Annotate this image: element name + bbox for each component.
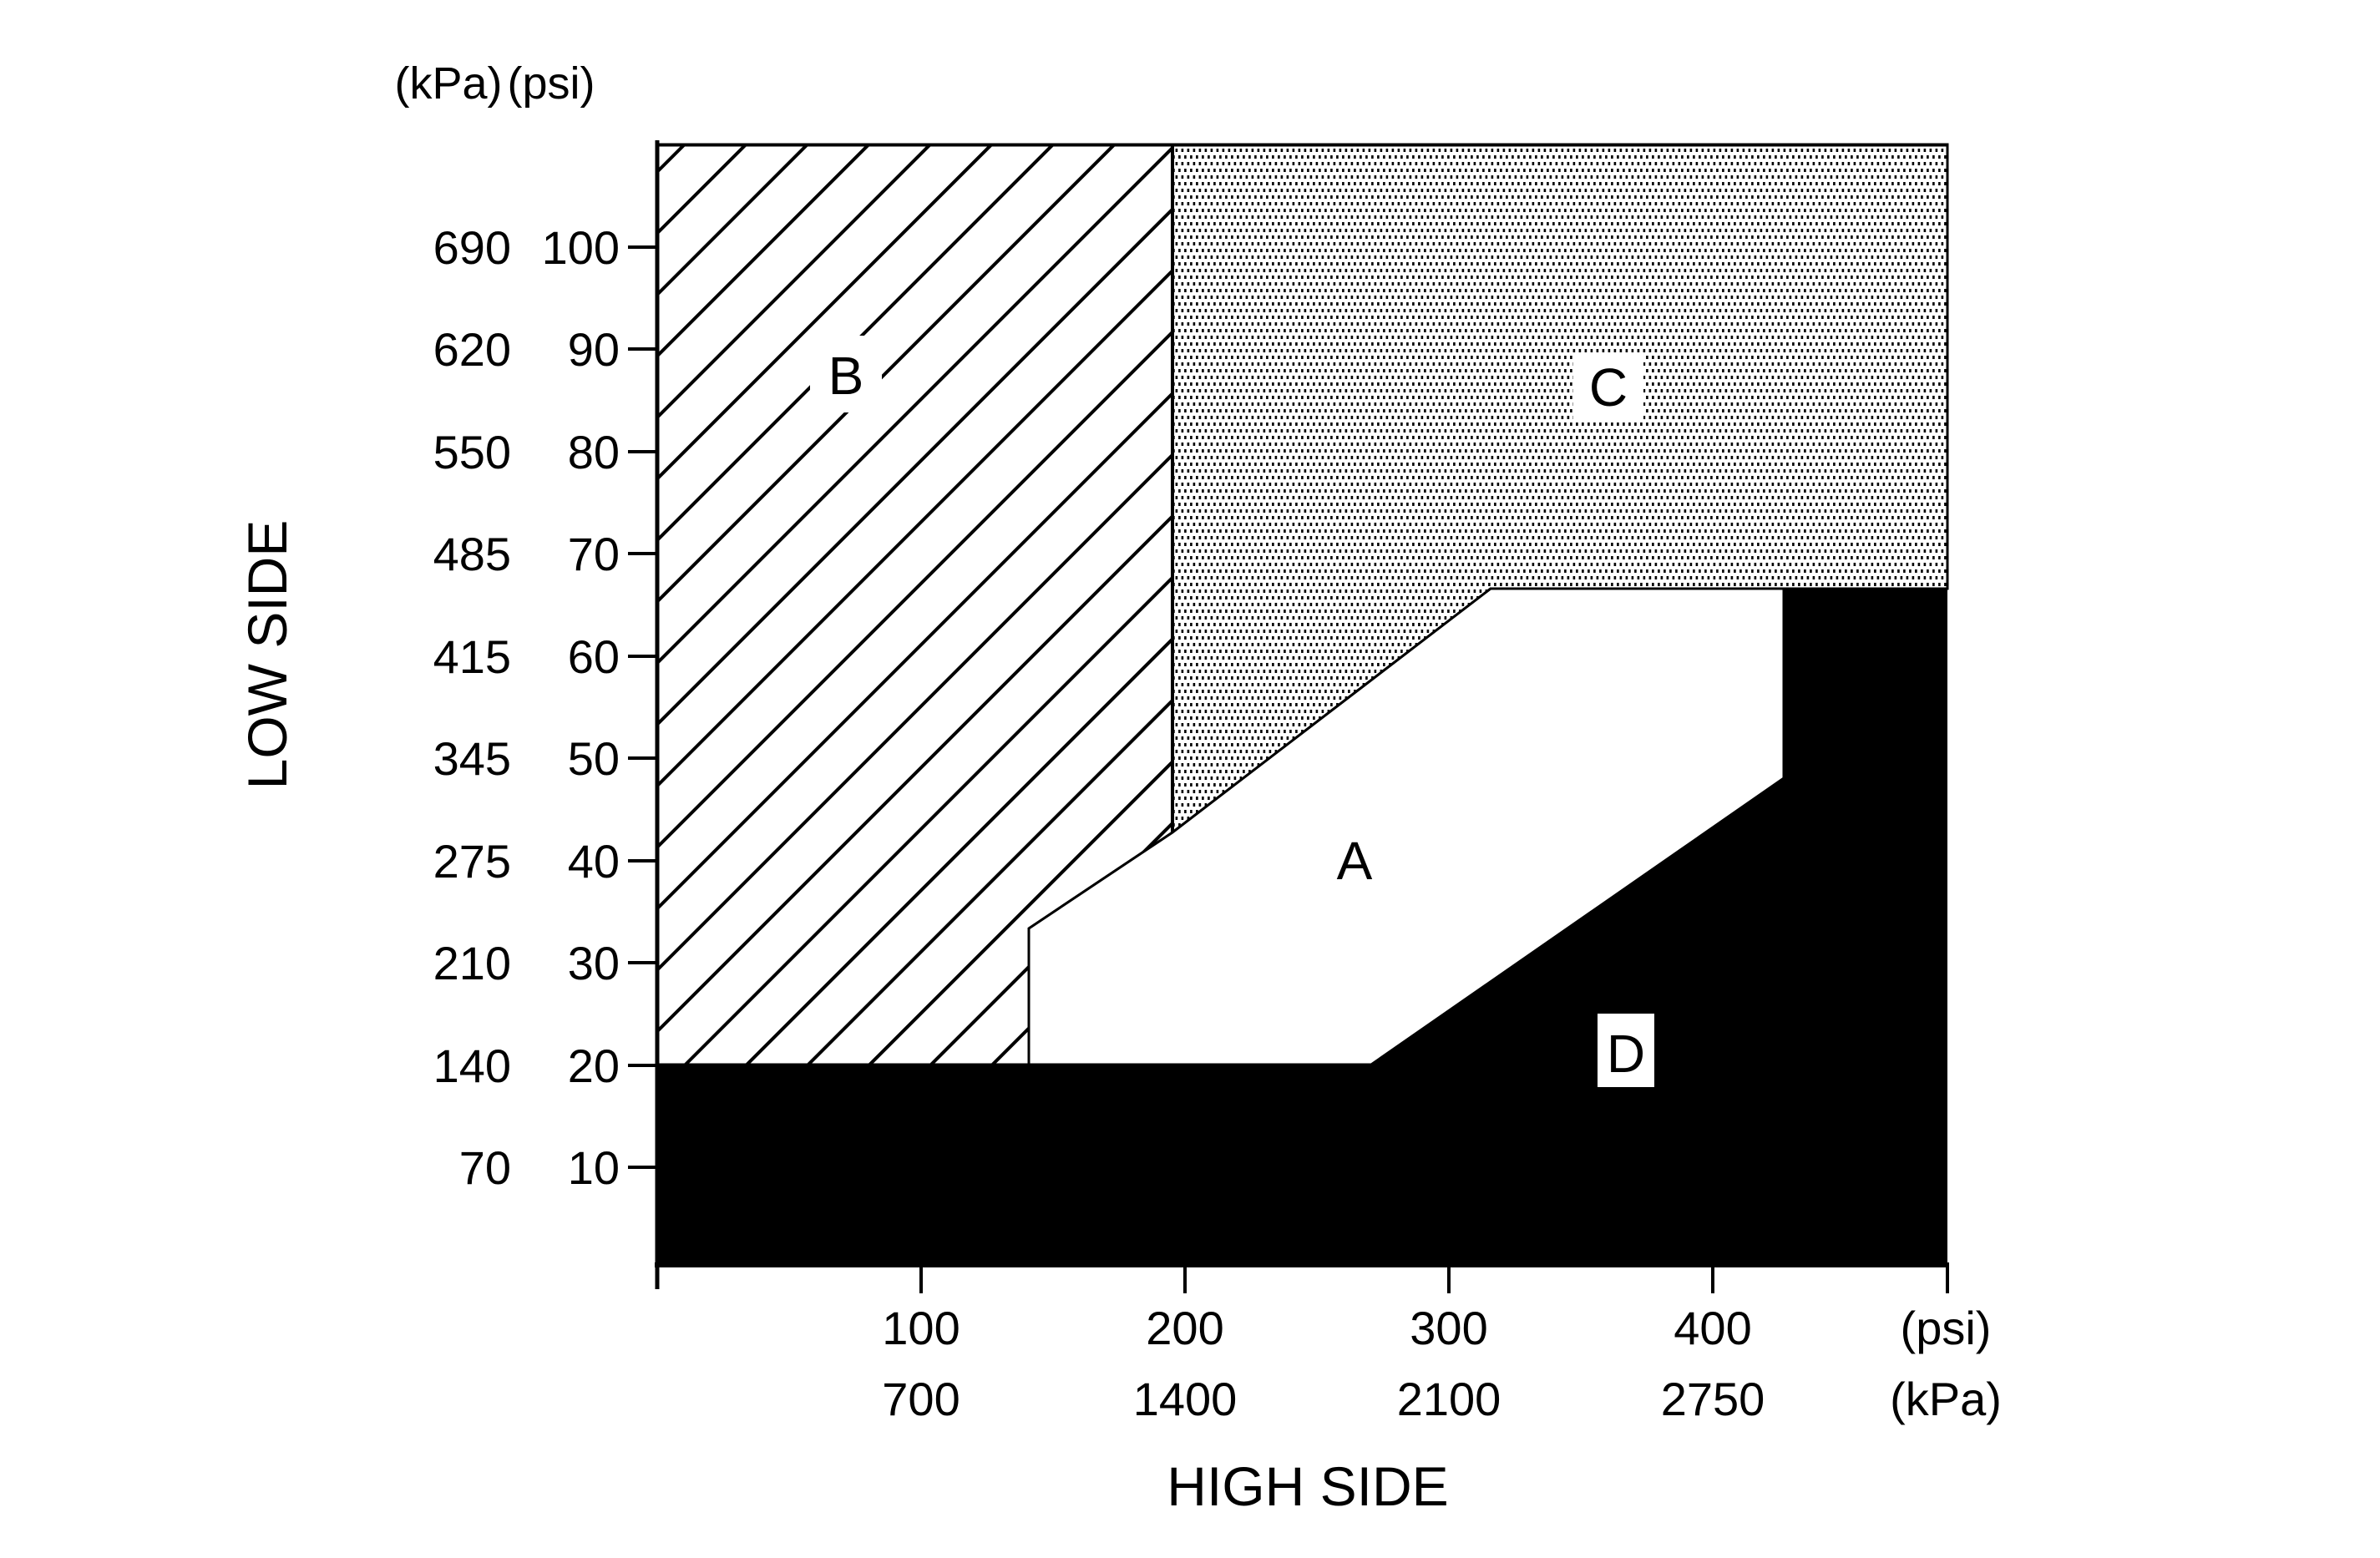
x-axis-psi-labels: 100 200 300 400 (psi) <box>882 1302 1991 1354</box>
region-b-label-box <box>810 336 882 412</box>
x-axis-kpa-unit: (kPa) <box>1890 1373 2002 1425</box>
x-tick-psi: 100 <box>882 1302 960 1354</box>
x-tick-kpa: 2100 <box>1397 1373 1501 1425</box>
y-tick-psi: 50 <box>568 732 620 785</box>
y-tick-psi: 80 <box>568 426 620 478</box>
x-tick-kpa: 700 <box>882 1373 960 1425</box>
y-tick-kpa: 620 <box>433 323 511 376</box>
x-axis-kpa-labels: 700 1400 2100 2750 (kPa) <box>882 1373 2002 1425</box>
y-tick-kpa: 345 <box>433 732 511 785</box>
y-tick-kpa: 275 <box>433 835 511 888</box>
y-tick-psi: 90 <box>568 323 620 376</box>
y-axis-psi-labels: 100 90 80 70 60 50 40 30 20 10 <box>542 221 620 1194</box>
x-tick-psi: 200 <box>1146 1302 1223 1354</box>
x-axis-title: HIGH SIDE <box>1167 1455 1448 1517</box>
y-tick-psi: 20 <box>568 1040 620 1092</box>
y-axis-ticks <box>628 245 656 1169</box>
region-a-label: A <box>1337 831 1373 891</box>
y-tick-psi: 40 <box>568 835 620 888</box>
region-d-black <box>657 589 1947 1265</box>
y-axis-psi-unit-label: (psi) <box>508 58 595 109</box>
y-tick-psi: 60 <box>568 630 620 683</box>
y-axis-kpa-labels: 690 620 550 485 415 345 275 210 140 70 <box>433 221 511 1194</box>
y-tick-psi: 100 <box>542 221 620 274</box>
x-tick-psi: 300 <box>1410 1302 1487 1354</box>
x-axis-ticks <box>919 1267 1949 1293</box>
y-tick-kpa: 690 <box>433 221 511 274</box>
y-axis-kpa-unit-label: (kPa) <box>394 58 502 109</box>
y-axis-title: LOW SIDE <box>236 520 298 790</box>
y-tick-kpa: 70 <box>459 1141 511 1194</box>
x-tick-kpa: 2750 <box>1661 1373 1765 1425</box>
region-b-label: B <box>828 346 864 406</box>
y-tick-psi: 70 <box>568 528 620 580</box>
region-a-white <box>1027 587 1785 1066</box>
region-d-label: D <box>1607 1024 1645 1084</box>
y-tick-psi: 30 <box>568 937 620 989</box>
y-tick-kpa: 415 <box>433 630 511 683</box>
region-c-label-box <box>1573 354 1643 421</box>
y-tick-kpa: 550 <box>433 426 511 478</box>
x-axis-psi-unit: (psi) <box>1901 1302 1992 1354</box>
region-c-label: C <box>1589 357 1628 417</box>
y-tick-kpa: 140 <box>433 1040 511 1092</box>
x-tick-kpa: 1400 <box>1133 1373 1238 1425</box>
x-tick-psi: 400 <box>1674 1302 1751 1354</box>
y-tick-psi: 10 <box>568 1141 620 1194</box>
y-tick-kpa: 210 <box>433 937 511 989</box>
region-d-label-box <box>1598 1014 1654 1087</box>
y-tick-kpa: 485 <box>433 528 511 580</box>
